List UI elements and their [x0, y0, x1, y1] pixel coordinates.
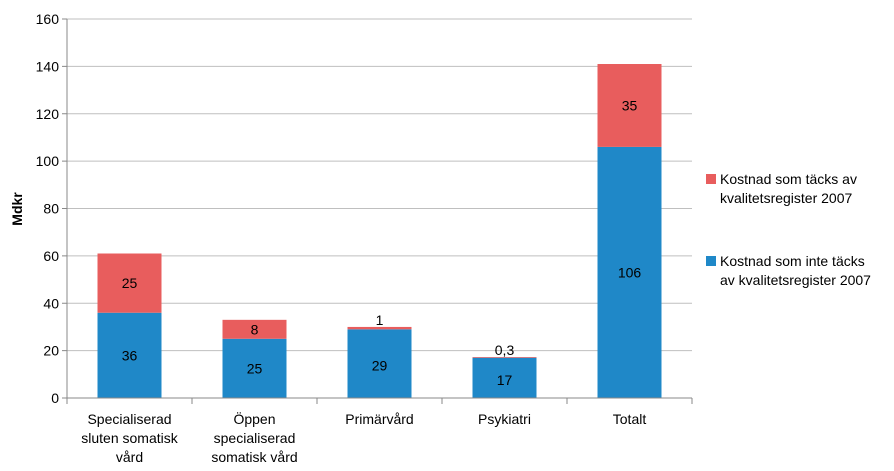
bar-segment: [472, 357, 537, 358]
y-axis-ticks: 0 20 40 60 80 100 120 140 160: [36, 11, 67, 406]
x-tick-label: Psykiatri: [478, 411, 531, 427]
y-tick-label: 0: [51, 390, 59, 406]
data-label: 25: [247, 360, 263, 376]
legend-swatch: [706, 256, 716, 266]
legend-swatch: [706, 174, 716, 184]
data-label: 0,3: [495, 342, 515, 358]
bar-segment: [222, 319, 287, 339]
x-tick-label: Primärvård: [345, 411, 413, 427]
bar-segment: [347, 326, 412, 330]
y-tick-label: 140: [36, 58, 60, 74]
data-label: 25: [122, 275, 138, 291]
x-tick-label: Totalt: [613, 411, 647, 427]
legend-item: Kostnad som inte täcks av kvalitetsregist…: [706, 253, 871, 288]
y-axis-title: Mdkr: [9, 192, 25, 226]
y-tick-label: 100: [36, 153, 60, 169]
data-label: 8: [251, 321, 259, 337]
x-tick-label: Specialiserad sluten somatisk vård: [81, 411, 178, 465]
bar-segment: [472, 357, 537, 398]
data-label: 35: [622, 97, 638, 113]
data-label: 29: [372, 358, 388, 374]
y-tick-label: 60: [43, 248, 59, 264]
bar-segment: [222, 338, 287, 398]
data-label: 17: [497, 372, 513, 388]
bar-segment: [347, 329, 412, 398]
legend-item: Kostnad som täcks av kvalitetsregister 20…: [706, 171, 857, 206]
y-tick-label: 120: [36, 106, 60, 122]
x-axis: Specialiserad sluten somatisk vård Öppen spe…: [66, 19, 693, 465]
data-label: 106: [618, 264, 642, 280]
y-tick-label: 80: [43, 201, 59, 217]
bar-segment: [597, 64, 662, 147]
bar-segment: [597, 146, 662, 398]
data-label: 36: [122, 347, 138, 363]
bars: 36 25 25 8 29 1 17 0,3 106 35: [97, 64, 662, 398]
y-tick-label: 20: [43, 343, 59, 359]
gridlines: [67, 18, 692, 352]
x-tick-label: Öppen specialiserad somatisk vård: [211, 410, 297, 465]
bar-segment: [97, 312, 162, 398]
y-tick-label: 160: [36, 11, 60, 27]
bar-segment: [97, 253, 162, 313]
y-tick-label: 40: [43, 295, 59, 311]
legend: Kostnad som täcks av kvalitetsregister 20…: [706, 171, 871, 288]
data-label: 1: [376, 312, 384, 328]
legend-label: Kostnad som täcks av kvalitetsregister 20…: [720, 171, 857, 206]
legend-label: Kostnad som inte täcks av kvalitetsregist…: [720, 253, 871, 288]
